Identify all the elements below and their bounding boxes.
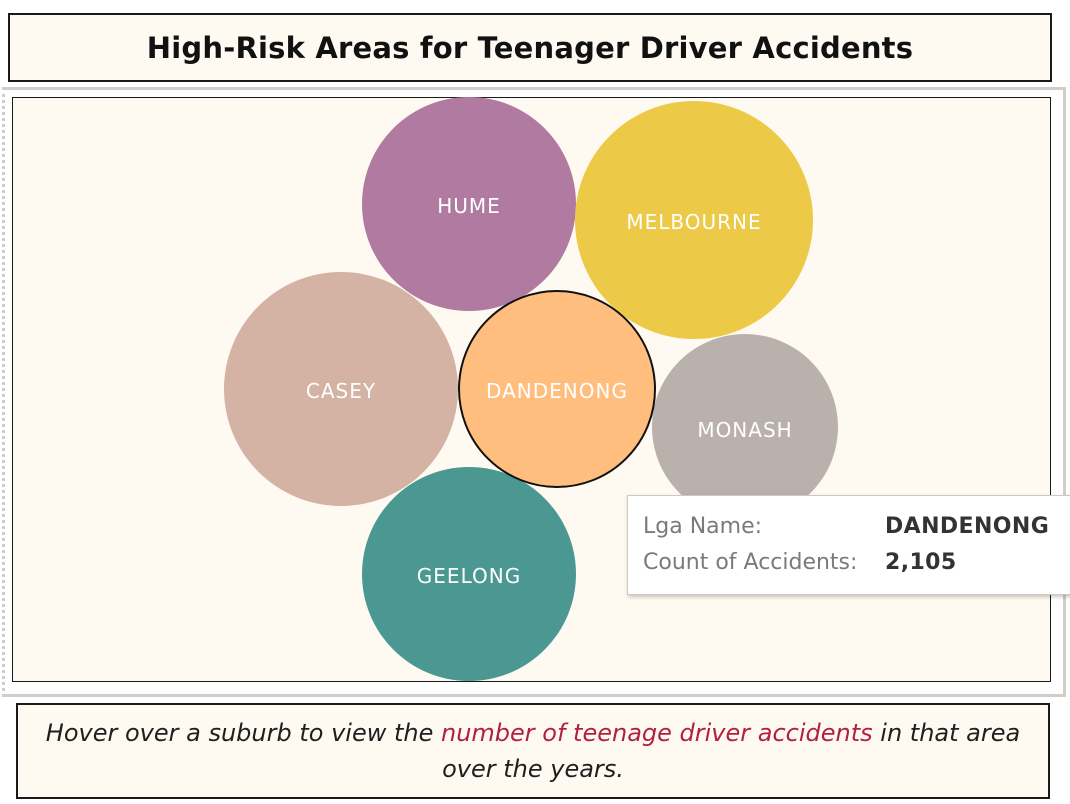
caption-before: Hover over a suburb to view the bbox=[45, 719, 441, 747]
caption-highlight: number of teenage driver accidents bbox=[440, 719, 873, 747]
caption-text: Hover over a suburb to view the number o… bbox=[38, 715, 1028, 787]
bubble-label-casey: CASEY bbox=[306, 379, 376, 403]
bubble-label-dandenong: DANDENONG bbox=[486, 379, 628, 403]
bubble-label-monash: MONASH bbox=[697, 418, 792, 442]
bubble-hume[interactable] bbox=[362, 97, 576, 311]
tooltip-count-value: 2,105 bbox=[885, 550, 957, 575]
caption-after: in that area over the years. bbox=[442, 719, 1021, 783]
tooltip: Lga Name: DANDENONG Count of Accidents: … bbox=[627, 495, 1070, 595]
tooltip-row-name: Lga Name: DANDENONG bbox=[643, 514, 1070, 550]
bubble-label-hume: HUME bbox=[437, 194, 501, 218]
bubble-melbourne[interactable] bbox=[575, 101, 813, 339]
title-box: High-Risk Areas for Teenager Driver Acci… bbox=[8, 13, 1052, 82]
bubble-monash[interactable] bbox=[652, 334, 838, 520]
bubble-dandenong[interactable] bbox=[458, 290, 656, 488]
caption-box: Hover over a suburb to view the number o… bbox=[16, 703, 1050, 799]
chart-title: High-Risk Areas for Teenager Driver Acci… bbox=[146, 30, 914, 65]
tooltip-row-count: Count of Accidents: 2,105 bbox=[643, 550, 1070, 586]
tooltip-name-label: Lga Name: bbox=[643, 514, 763, 539]
tooltip-name-value: DANDENONG bbox=[885, 514, 1050, 539]
bubble-geelong[interactable] bbox=[362, 467, 576, 681]
bubble-label-melbourne: MELBOURNE bbox=[626, 210, 761, 234]
tooltip-count-label: Count of Accidents: bbox=[643, 550, 858, 575]
bubble-label-geelong: GEELONG bbox=[417, 564, 521, 588]
bubble-casey[interactable] bbox=[224, 272, 458, 506]
